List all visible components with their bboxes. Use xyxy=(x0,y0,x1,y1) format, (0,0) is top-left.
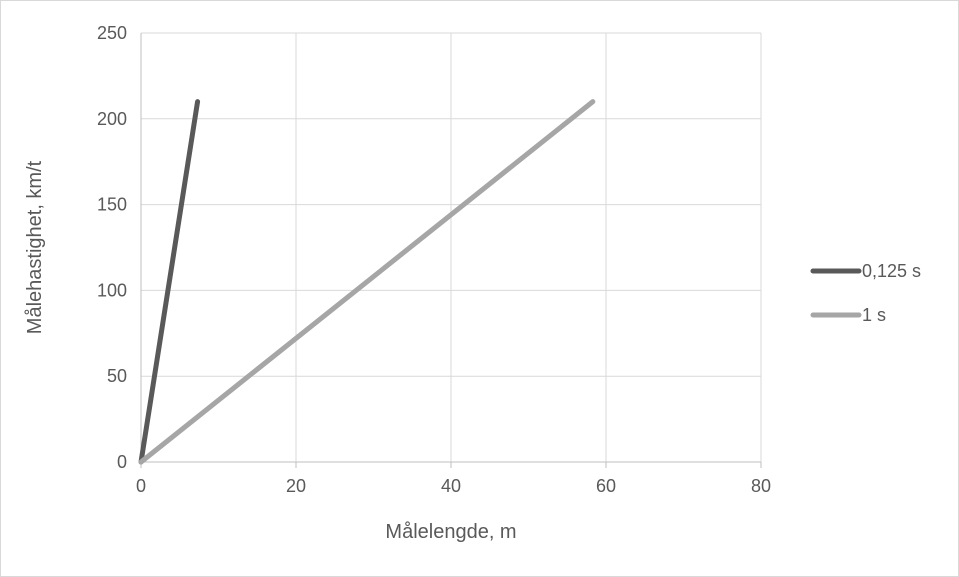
series-lines xyxy=(138,99,596,465)
x-tick-label: 20 xyxy=(286,476,306,496)
series-line-2 xyxy=(138,99,596,465)
x-tick-label: 60 xyxy=(596,476,616,496)
y-tick-label: 150 xyxy=(97,195,127,215)
y-tick-label: 200 xyxy=(97,109,127,129)
legend: 0,125 s 1 s xyxy=(810,261,921,325)
tick-labels: 0 50 100 150 200 250 0 20 40 60 80 xyxy=(97,23,771,496)
x-axis-title: Målelengde, m xyxy=(385,521,516,543)
x-tick-label: 0 xyxy=(136,476,146,496)
legend-label-2: 1 s xyxy=(862,305,886,325)
gridlines xyxy=(141,32,762,462)
y-axis-title: Målehastighet, km/t xyxy=(24,160,46,334)
y-tick-label: 0 xyxy=(117,452,127,472)
legend-label-1: 0,125 s xyxy=(862,261,921,281)
x-tick-label: 80 xyxy=(751,476,771,496)
y-tick-label: 50 xyxy=(107,366,127,386)
series-line-1 xyxy=(138,99,201,465)
y-tick-label: 250 xyxy=(97,23,127,43)
x-tick-label: 40 xyxy=(441,476,461,496)
y-tick-label: 100 xyxy=(97,280,127,300)
